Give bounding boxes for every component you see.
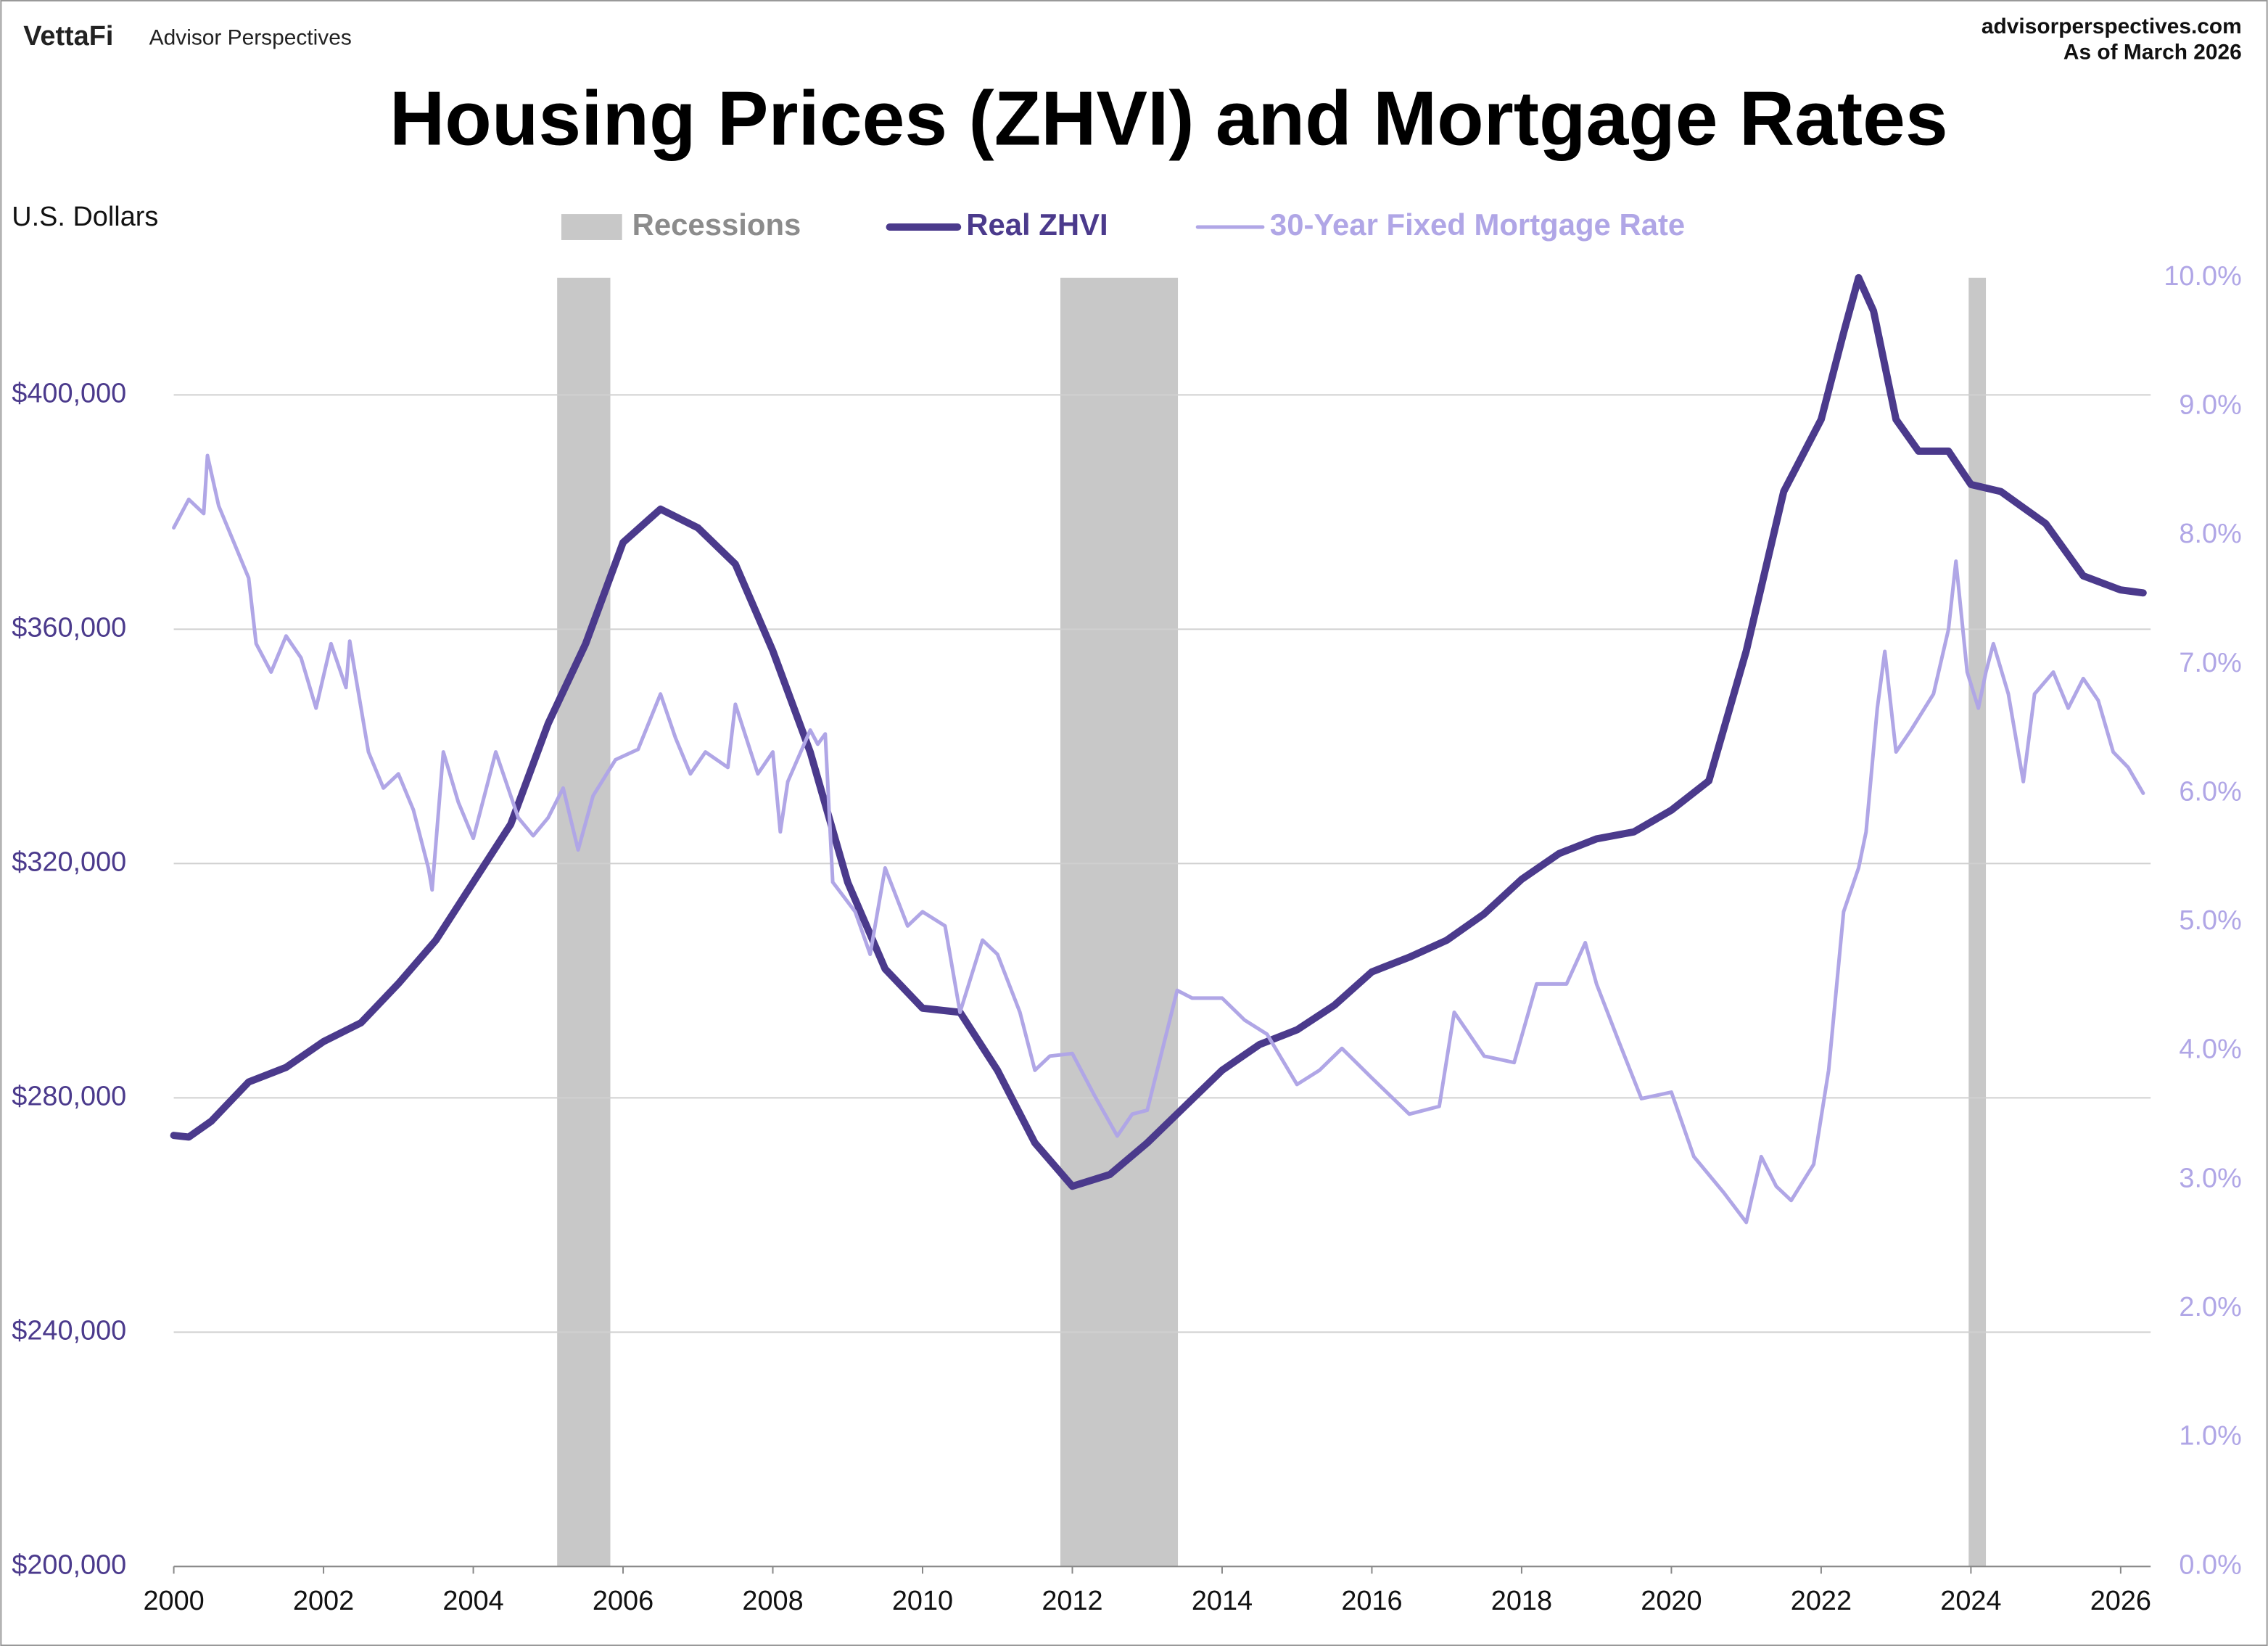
y2-tick-label: 9.0%: [2179, 390, 2241, 420]
y-tick-label: $360,000: [12, 612, 126, 643]
y2-tick-label: 10.0%: [2164, 261, 2241, 292]
chart-title: Housing Prices (ZHVI) and Mortgage Rates: [389, 75, 1948, 161]
y2-tick-label: 5.0%: [2179, 905, 2241, 936]
brand: VettaFi: [23, 21, 113, 52]
y-tick-label: $400,000: [12, 378, 126, 408]
y2-tick-label: 2.0%: [2179, 1292, 2241, 1322]
y-tick-label: $240,000: [12, 1315, 126, 1346]
legend-label: Recessions: [632, 207, 801, 242]
x-tick-label: 2020: [1641, 1586, 1702, 1616]
date: As of March 2026: [2063, 41, 2242, 65]
y2-tick-label: 1.0%: [2179, 1421, 2241, 1452]
x-tick-label: 2000: [143, 1586, 204, 1616]
y-tick-label: $280,000: [12, 1081, 126, 1111]
line-series: [172, 453, 2145, 1225]
y2-tick-label: 0.0%: [2179, 1550, 2241, 1580]
brand-subtitle: Advisor Perspectives: [149, 26, 352, 50]
x-tick-label: 2014: [1192, 1586, 1253, 1616]
recession-band: [557, 277, 611, 1567]
x-tick-label: 2006: [593, 1586, 653, 1616]
recession-band: [1060, 277, 1179, 1567]
x-tick-label: 2022: [1791, 1586, 1852, 1616]
legend-label: Real ZHVI: [966, 207, 1108, 242]
y2-tick-label: 4.0%: [2179, 1034, 2241, 1065]
legend-label: 30-Year Fixed Mortgage Rate: [1270, 207, 1685, 242]
x-tick-label: 2004: [442, 1586, 503, 1616]
x-tick-label: 2024: [1940, 1586, 2001, 1616]
x-tick-label: 2002: [293, 1586, 354, 1616]
y2-tick-label: 6.0%: [2179, 776, 2241, 807]
x-tick-label: 2008: [742, 1586, 803, 1616]
y-axis-label: U.S. Dollars: [12, 202, 158, 232]
x-tick-label: 2016: [1341, 1586, 1402, 1616]
y2-tick-label: 3.0%: [2179, 1163, 2241, 1193]
y2-tick-label: 7.0%: [2179, 648, 2241, 678]
y-tick-label: $200,000: [12, 1550, 126, 1580]
y-tick-label: $320,000: [12, 847, 126, 877]
x-tick-label: 2018: [1491, 1586, 1552, 1616]
recession-band: [1968, 277, 1987, 1567]
y2-tick-label: 8.0%: [2179, 519, 2241, 549]
line-series: [170, 273, 2147, 1190]
x-tick-label: 2010: [892, 1586, 953, 1616]
legend-swatch: [561, 214, 622, 240]
x-tick-label: 2012: [1042, 1586, 1102, 1616]
site: advisorperspectives.com: [1982, 15, 2242, 38]
x-tick-label: 2026: [2090, 1586, 2151, 1616]
